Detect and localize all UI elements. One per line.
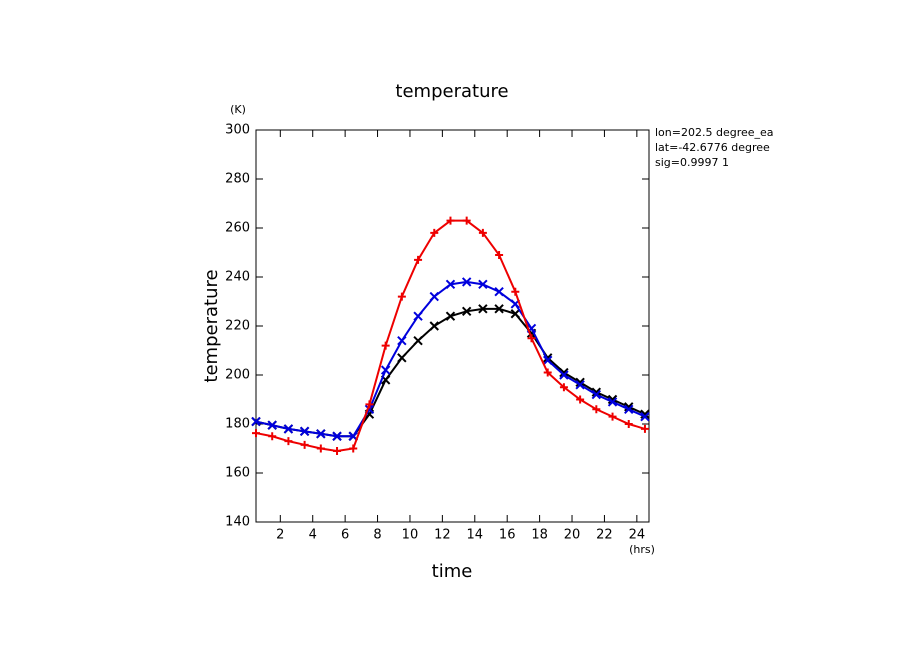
point-marker bbox=[575, 377, 585, 388]
point-marker bbox=[607, 397, 618, 407]
point-marker bbox=[300, 440, 309, 449]
point-marker bbox=[268, 432, 277, 441]
x-tick-label: 24 bbox=[629, 528, 646, 543]
point-marker bbox=[608, 412, 617, 421]
point-marker bbox=[332, 431, 342, 441]
point-marker bbox=[251, 416, 261, 427]
x-tick-label: 12 bbox=[434, 528, 451, 543]
point-marker bbox=[511, 287, 520, 296]
y-tick-label: 240 bbox=[225, 270, 250, 285]
plot-frame bbox=[255, 129, 650, 523]
point-marker bbox=[349, 444, 358, 453]
y-tick-label: 260 bbox=[225, 221, 250, 236]
point-marker bbox=[461, 306, 472, 317]
point-marker bbox=[575, 380, 585, 390]
annotation: lon=202.5 degree_ea bbox=[655, 126, 774, 139]
point-marker bbox=[414, 255, 423, 264]
point-marker bbox=[413, 311, 423, 321]
x-tick-label: 8 bbox=[373, 528, 381, 543]
y-tick-label: 140 bbox=[225, 515, 250, 530]
x-tick-label: 16 bbox=[499, 528, 516, 543]
point-marker bbox=[559, 367, 569, 378]
annotation: lat=-42.6776 degree bbox=[655, 141, 770, 154]
point-marker bbox=[592, 405, 601, 414]
point-marker bbox=[267, 420, 277, 430]
series-line bbox=[255, 280, 646, 438]
point-marker bbox=[576, 395, 585, 404]
point-marker bbox=[640, 409, 650, 419]
point-marker bbox=[478, 304, 488, 314]
point-marker bbox=[494, 304, 504, 314]
x-tick-label: 22 bbox=[596, 528, 613, 543]
point-marker bbox=[494, 286, 504, 297]
point-marker bbox=[299, 426, 310, 437]
point-marker bbox=[446, 216, 455, 225]
point-marker bbox=[445, 311, 456, 321]
point-marker bbox=[640, 411, 650, 422]
point-marker bbox=[462, 216, 471, 225]
x-tick-label: 10 bbox=[402, 528, 419, 543]
y-tick-label: 180 bbox=[225, 417, 250, 432]
point-marker bbox=[397, 353, 407, 363]
point-marker bbox=[559, 370, 569, 380]
chart-title: temperature bbox=[395, 81, 508, 102]
point-marker bbox=[543, 368, 552, 377]
point-marker bbox=[284, 437, 293, 446]
series-line bbox=[255, 307, 646, 438]
point-marker bbox=[429, 321, 439, 331]
point-marker bbox=[624, 404, 634, 415]
point-marker bbox=[445, 279, 456, 290]
x-tick-label: 2 bbox=[276, 528, 284, 543]
point-marker bbox=[365, 400, 374, 409]
point-marker bbox=[397, 292, 406, 301]
x-unit: (hrs) bbox=[629, 543, 655, 556]
point-marker bbox=[380, 365, 391, 375]
point-marker bbox=[413, 335, 423, 346]
x-tick-label: 6 bbox=[341, 528, 349, 543]
point-marker bbox=[429, 291, 439, 302]
point-marker bbox=[316, 429, 326, 439]
point-marker bbox=[527, 334, 536, 343]
point-marker bbox=[478, 228, 487, 237]
y-tick-label: 280 bbox=[225, 172, 250, 187]
x-tick-label: 4 bbox=[309, 528, 317, 543]
y-tick-label: 220 bbox=[225, 319, 250, 334]
point-marker bbox=[316, 444, 325, 453]
point-marker bbox=[559, 383, 568, 392]
point-marker bbox=[624, 420, 633, 428]
y-tick-label: 200 bbox=[225, 368, 250, 383]
annotation: sig=0.9997 1 bbox=[655, 156, 729, 169]
series-line bbox=[255, 219, 646, 452]
point-marker bbox=[397, 335, 407, 346]
y-tick-label: 160 bbox=[225, 466, 250, 481]
point-marker bbox=[252, 429, 260, 438]
x-tick-label: 14 bbox=[467, 528, 484, 543]
point-marker bbox=[640, 424, 649, 433]
point-marker bbox=[510, 309, 521, 319]
point-marker bbox=[543, 355, 553, 366]
point-marker bbox=[283, 424, 294, 434]
y-axis-label: temperature bbox=[201, 269, 222, 382]
y-tick-label: 300 bbox=[225, 123, 250, 138]
point-marker bbox=[381, 341, 390, 350]
point-marker bbox=[430, 228, 439, 237]
x-axis-label: time bbox=[432, 561, 473, 582]
x-tick-label: 20 bbox=[564, 528, 581, 543]
y-unit: (K) bbox=[230, 103, 246, 116]
point-marker bbox=[461, 277, 472, 287]
point-marker bbox=[591, 389, 602, 400]
point-marker bbox=[333, 446, 342, 455]
point-marker bbox=[495, 250, 504, 259]
x-tick-label: 18 bbox=[531, 528, 548, 543]
point-marker bbox=[478, 279, 488, 290]
